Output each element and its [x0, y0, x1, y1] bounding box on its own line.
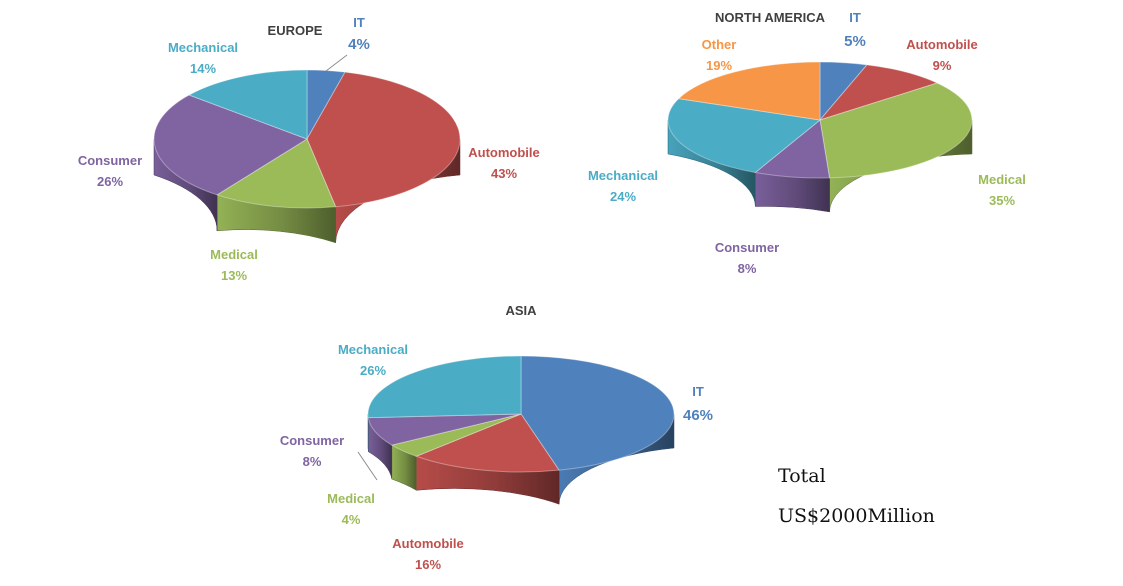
pie-slice-mechanical [667, 98, 822, 174]
slice-percent-label: 26% [360, 363, 386, 378]
slice-name-label: Medical [210, 247, 258, 262]
slice-percent-label: 24% [610, 189, 636, 204]
pie-slice-it [819, 61, 868, 122]
slice-percent-label: 4% [348, 36, 370, 53]
pie-north-america: NORTH AMERICA IT 5% Automobile 9% Medical 35% C… [588, 10, 1026, 276]
slice-name-label: IT [849, 10, 861, 25]
chart-title: EUROPE [268, 23, 323, 38]
slice-percent-label: 46% [683, 407, 713, 424]
data-label-mechanical: Mechanical 14% [168, 40, 238, 76]
slice-name-label: Automobile [392, 536, 464, 551]
pie-slice-automobile [306, 71, 461, 208]
pie-asia: ASIA IT 46% Automobile 16% Medical 4% Consumer 8… [280, 303, 713, 572]
data-label-it: IT 46% [683, 384, 713, 424]
slice-percent-label: 14% [190, 61, 216, 76]
pie-slice-consumer [367, 413, 522, 446]
slice-percent-label: 13% [221, 268, 247, 283]
data-label-mechanical: Mechanical 26% [338, 342, 408, 378]
leader-line-it [325, 54, 348, 72]
slice-name-label: Consumer [78, 153, 142, 168]
slice-name-label: IT [692, 384, 704, 399]
total-label: Total [778, 465, 826, 487]
slice-name-label: Consumer [715, 240, 779, 255]
pie-slice-medical [819, 82, 973, 179]
pie-top-faces [153, 69, 461, 209]
chart-title: ASIA [505, 303, 537, 318]
pie-slice-consumer [153, 94, 309, 196]
data-label-medical: Medical 13% [210, 247, 258, 283]
pie-slice-mechanical [187, 69, 308, 140]
pie-top-faces [367, 355, 675, 473]
slice-name-label: Mechanical [338, 342, 408, 357]
total-value: US$2000Million [778, 505, 935, 527]
slice-percent-label: 43% [491, 166, 517, 181]
slice-percent-label: 4% [342, 512, 361, 527]
data-label-consumer: Consumer 26% [78, 153, 142, 189]
slice-name-label: Mechanical [168, 40, 238, 55]
pie-slice-consumer [754, 119, 831, 179]
data-label-other: Other 19% [702, 37, 737, 73]
slice-percent-label: 8% [738, 261, 757, 276]
slice-percent-label: 35% [989, 193, 1015, 208]
slice-name-label: Automobile [468, 145, 540, 160]
pie-slice-automobile [414, 413, 560, 473]
slice-percent-label: 26% [97, 174, 123, 189]
slice-name-label: Consumer [280, 433, 344, 448]
data-label-automobile: Automobile 43% [468, 145, 540, 181]
pie-slice-medical [215, 138, 337, 209]
chart-title: NORTH AMERICA [715, 10, 826, 25]
data-label-it: IT 4% [348, 15, 370, 53]
data-label-consumer: Consumer 8% [280, 433, 344, 469]
slice-name-label: Medical [327, 491, 375, 506]
slice-percent-label: 8% [303, 454, 322, 469]
data-label-automobile: Automobile 16% [392, 536, 464, 572]
slice-percent-label: 9% [933, 58, 952, 73]
pie-slice-it [520, 355, 675, 471]
total-summary: Total US$2000Million [778, 456, 935, 536]
slice-name-label: Mechanical [588, 168, 658, 183]
pie-top-faces [667, 61, 973, 179]
pie-europe: EUROPE IT 4% Automobile 43% Medical 13% Consume… [78, 15, 540, 283]
slice-name-label: Medical [978, 172, 1026, 187]
data-label-medical: Medical 35% [978, 172, 1026, 208]
data-label-it: IT 5% [844, 10, 866, 50]
pie-slice-mechanical [367, 355, 522, 419]
slice-name-label: Automobile [906, 37, 978, 52]
slice-percent-label: 5% [844, 33, 866, 50]
slice-percent-label: 16% [415, 557, 441, 572]
slice-name-label: IT [353, 15, 365, 30]
pie-slice-automobile [818, 64, 939, 122]
slice-name-label: Other [702, 37, 737, 52]
pie-slice-other [677, 61, 821, 121]
data-label-automobile: Automobile 9% [906, 37, 978, 73]
data-label-mechanical: Mechanical 24% [588, 168, 658, 204]
pie-slice-medical [390, 413, 522, 457]
slice-percent-label: 19% [706, 58, 732, 73]
leader-line-consumer [357, 451, 378, 481]
data-label-medical: Medical 4% [327, 491, 375, 527]
data-label-consumer: Consumer 8% [715, 240, 779, 276]
